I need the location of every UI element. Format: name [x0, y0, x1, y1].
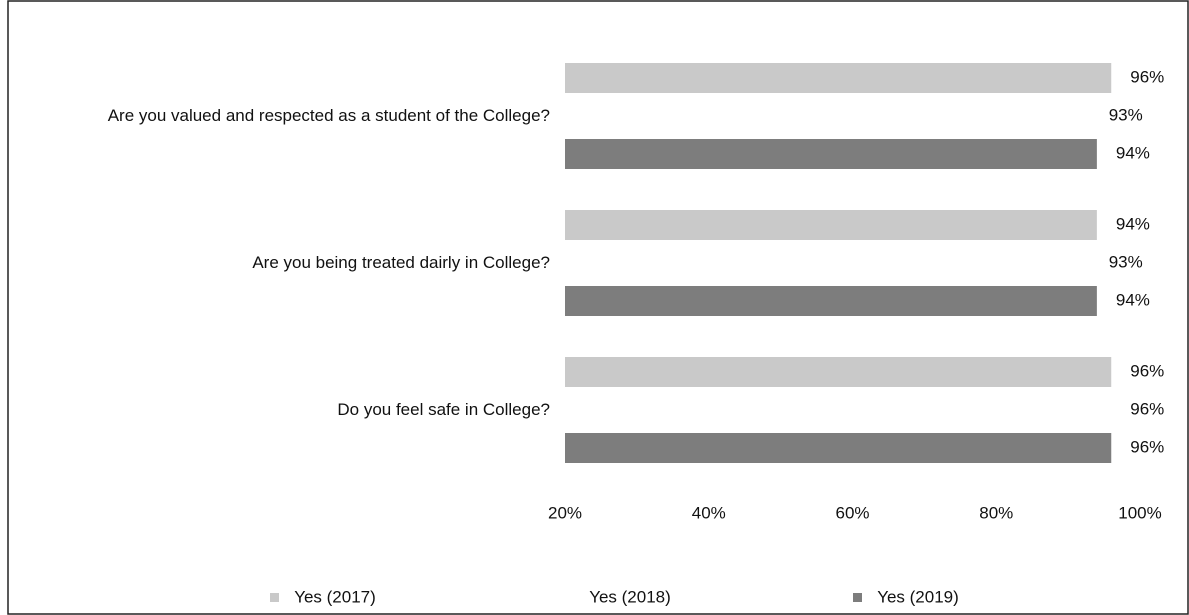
x-tick-label: 20%: [548, 503, 582, 522]
bar: [565, 139, 1097, 169]
x-tick-label: 60%: [835, 503, 869, 522]
frame: [7, 0, 1189, 615]
bar: [565, 357, 1112, 387]
value-label: 96%: [1130, 67, 1164, 86]
legend-label: Yes (2017): [294, 587, 376, 606]
x-tick-label: 80%: [979, 503, 1013, 522]
category-label: Do you feel safe in College?: [337, 400, 550, 419]
category-label: Are you being treated dairly in College?: [252, 253, 550, 272]
bar: [565, 210, 1097, 240]
value-label: 94%: [1116, 290, 1150, 309]
x-tick-label: 40%: [692, 503, 726, 522]
legend-marker: [565, 593, 574, 602]
bar: [565, 63, 1112, 93]
legend-label: Yes (2018): [589, 587, 671, 606]
value-label: 94%: [1116, 143, 1150, 162]
x-tick-label: 100%: [1118, 503, 1161, 522]
bar: [565, 101, 1090, 131]
value-label: 96%: [1130, 361, 1164, 380]
value-label: 94%: [1116, 214, 1150, 233]
legend-marker: [853, 593, 862, 602]
bar: [565, 433, 1112, 463]
value-label: 96%: [1130, 399, 1164, 418]
value-label: 96%: [1130, 437, 1164, 456]
bar: [565, 286, 1097, 316]
value-label: 93%: [1109, 105, 1143, 124]
value-label: 93%: [1109, 252, 1143, 271]
bar: [565, 248, 1090, 278]
bar: [565, 395, 1112, 425]
legend-label: Yes (2019): [877, 587, 959, 606]
legend-marker: [270, 593, 279, 602]
category-label: Are you valued and respected as a studen…: [107, 106, 550, 125]
